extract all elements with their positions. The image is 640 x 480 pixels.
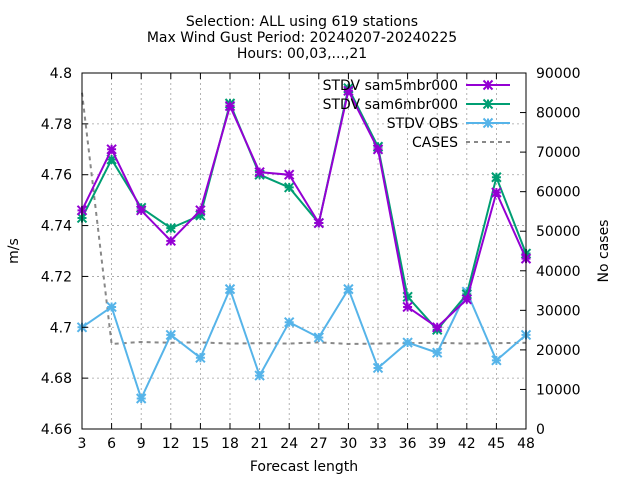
- x-tick-label: 42: [458, 436, 476, 452]
- series-line: [81, 87, 527, 329]
- data-point: [283, 316, 295, 328]
- y2-tick-label: 20000: [536, 343, 581, 359]
- data-point: [343, 283, 354, 295]
- y-tick-label: 4.66: [41, 422, 72, 438]
- legend-marker: [482, 79, 494, 91]
- series-line: [81, 85, 527, 332]
- series-1: [76, 83, 532, 336]
- y-tick-label: 4.8: [50, 66, 72, 82]
- series-line: [81, 92, 527, 346]
- data-point: [224, 283, 236, 295]
- y-tick-label: 4.68: [41, 371, 72, 387]
- data-point: [431, 347, 443, 358]
- data-point: [254, 370, 265, 381]
- data-point: [491, 172, 502, 183]
- data-point: [313, 217, 325, 229]
- data-point: [372, 362, 384, 374]
- y2-tick-label: 70000: [536, 145, 581, 161]
- data-point: [106, 144, 117, 155]
- legend-marker: [482, 117, 494, 129]
- y2-tick-label: 50000: [536, 224, 581, 240]
- x-tick-label: 45: [487, 436, 505, 452]
- data-point: [135, 205, 147, 216]
- data-point: [195, 352, 206, 364]
- data-point: [343, 85, 354, 97]
- data-point: [313, 332, 325, 343]
- legend-label: STDV sam6mbr000: [323, 97, 458, 113]
- y-tick-label: 4.74: [41, 219, 72, 235]
- y2-axis-label: No cases: [596, 220, 612, 283]
- series-layer: [76, 83, 532, 404]
- data-point: [491, 355, 502, 366]
- y2-tick-label: 80000: [536, 106, 581, 122]
- x-tick-label: 48: [517, 436, 535, 452]
- series-line: [81, 286, 527, 402]
- title-line: Selection: ALL using 619 stations: [186, 14, 418, 30]
- y2-tick-label: 40000: [536, 264, 581, 280]
- data-point: [372, 144, 384, 155]
- y-tick-label: 4.7: [50, 320, 72, 336]
- y2-tick-label: 10000: [536, 382, 581, 398]
- title-line: Max Wind Gust Period: 20240207-20240225: [147, 30, 457, 46]
- data-point: [195, 205, 206, 216]
- legend-label: STDV sam5mbr000: [323, 78, 458, 94]
- x-tick-label: 12: [162, 436, 180, 452]
- x-tick-label: 18: [221, 436, 239, 452]
- data-point: [224, 100, 236, 112]
- data-point: [461, 294, 473, 305]
- x-tick-label: 24: [280, 436, 298, 452]
- series-3: [81, 92, 527, 346]
- x-tick-label: 3: [78, 436, 87, 452]
- data-point: [165, 235, 177, 247]
- data-point: [165, 329, 177, 341]
- grid-lines: [82, 73, 526, 429]
- x-axis-label: Forecast length: [250, 459, 358, 475]
- y-tick-label: 4.78: [41, 117, 72, 133]
- y-tick-label: 4.76: [41, 168, 72, 184]
- x-tick-label: 27: [310, 436, 328, 452]
- legend-label: STDV OBS: [387, 116, 458, 132]
- y2-tick-label: 0: [536, 422, 545, 438]
- data-point: [195, 210, 206, 221]
- axes: 3 6 9 12 15 18 21 24 27 30 33 36 39 42 45 484.664.684.7…: [41, 66, 581, 452]
- title-line: Hours: 00,03,...,21: [237, 46, 367, 62]
- data-point: [402, 291, 413, 302]
- x-tick-label: 30: [339, 436, 357, 452]
- y2-tick-label: 60000: [536, 185, 581, 201]
- data-point: [283, 169, 295, 180]
- data-point: [135, 393, 147, 404]
- x-tick-label: 9: [137, 436, 146, 452]
- data-point: [106, 154, 117, 165]
- x-tick-label: 15: [191, 436, 209, 452]
- series-0: [76, 85, 532, 333]
- y2-tick-label: 90000: [536, 66, 581, 82]
- x-tick-label: 6: [107, 436, 116, 452]
- x-tick-label: 39: [428, 436, 446, 452]
- legend: STDV sam5mbr000 STDV sam6mbr000 STDV OBS CA…: [323, 78, 510, 151]
- x-tick-label: 36: [399, 436, 417, 452]
- data-point: [283, 182, 295, 193]
- data-point: [431, 322, 443, 333]
- y2-tick-label: 30000: [536, 303, 581, 319]
- data-point: [254, 166, 265, 178]
- data-point: [106, 301, 117, 313]
- y-axis-label: m/s: [6, 238, 22, 264]
- x-tick-label: 21: [251, 436, 269, 452]
- legend-marker: [482, 98, 494, 110]
- data-point: [402, 337, 413, 348]
- data-point: [461, 289, 473, 300]
- y-tick-label: 4.72: [41, 269, 72, 285]
- data-point: [165, 222, 177, 234]
- data-point: [402, 301, 413, 313]
- x-tick-label: 33: [369, 436, 387, 452]
- plot-frame: [81, 72, 527, 430]
- data-point: [491, 187, 502, 198]
- legend-label: CASES: [412, 135, 458, 151]
